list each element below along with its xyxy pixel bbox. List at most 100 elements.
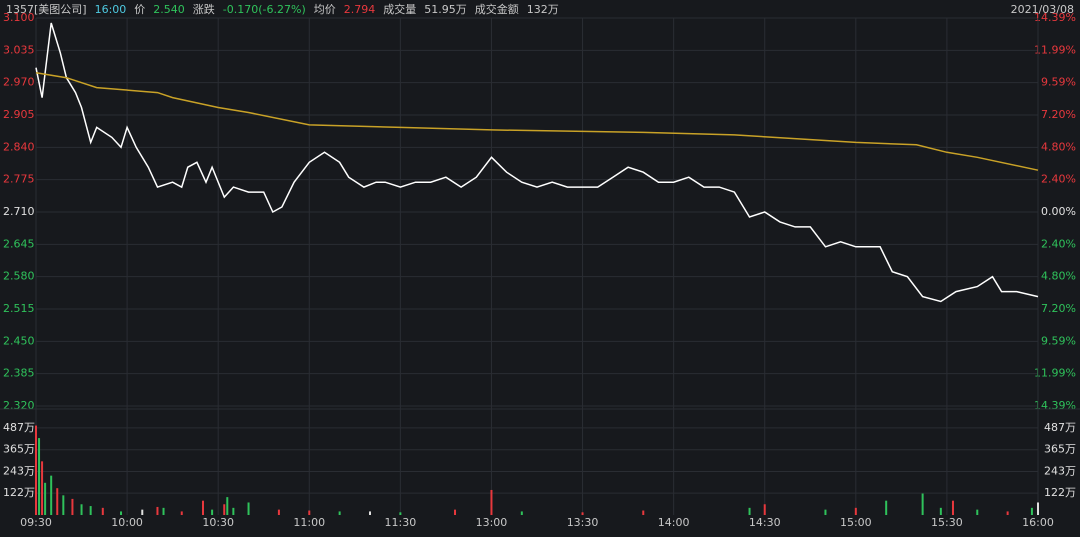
volume-bar <box>854 507 857 515</box>
x-tick-label: 10:00 <box>111 516 143 529</box>
volume-bar <box>642 510 645 515</box>
y-tick-label: 3.100 <box>3 11 35 24</box>
volume-bar <box>50 475 53 515</box>
volume-bar <box>520 511 523 515</box>
volume-bar <box>80 504 83 515</box>
y-tick-label: 2.320 <box>3 399 35 412</box>
y-tick-label: 2.580 <box>3 270 35 283</box>
x-tick-label: 14:30 <box>749 516 781 529</box>
volume-bar <box>223 504 226 515</box>
y2-tick-label: 11.99% <box>1034 43 1076 56</box>
y2-tick-label: 11.99% <box>1034 367 1076 380</box>
header-item: 2.540 <box>153 3 185 16</box>
y-tick-label: 2.710 <box>3 205 35 218</box>
volume-bar <box>44 482 47 515</box>
volume-bar <box>369 511 371 515</box>
volume-bar <box>232 507 235 515</box>
volume-bar <box>399 512 402 515</box>
y2-tick-label: 4.80% <box>1041 270 1076 283</box>
y2-tick-label: 4.80% <box>1041 140 1076 153</box>
volume-bar <box>62 495 65 515</box>
header-item: 成交金额 <box>475 2 519 16</box>
x-tick-label: 15:00 <box>840 516 872 529</box>
y-tick-label: 2.645 <box>3 237 35 250</box>
volume-bar <box>763 504 766 515</box>
header-item: 均价 <box>314 3 336 16</box>
y2-tick-label: 9.59% <box>1041 334 1076 347</box>
y-tick-label: 2.970 <box>3 76 35 89</box>
volume-bar <box>180 511 183 515</box>
y2-tick-label: 487万 <box>1044 421 1076 434</box>
x-tick-label: 13:00 <box>476 516 508 529</box>
x-tick-label: 09:30 <box>20 516 52 529</box>
volume-bar <box>71 498 74 515</box>
x-tick-label: 14:00 <box>658 516 690 529</box>
volume-bar <box>89 506 92 515</box>
x-tick-label: 16:00 <box>1022 516 1054 529</box>
header-item: 价 <box>134 3 145 16</box>
x-tick-label: 11:00 <box>293 516 325 529</box>
volume-bar <box>824 509 827 515</box>
line-series <box>35 22 1039 303</box>
y-tick-label: 122万 <box>3 486 35 499</box>
volume-bar <box>202 500 204 515</box>
y-tick-label: 2.775 <box>3 173 35 186</box>
y2-tick-label: 243万 <box>1044 465 1076 478</box>
y-tick-label: 243万 <box>3 465 35 478</box>
volume-bar <box>939 507 942 515</box>
y2-tick-label: 9.59% <box>1041 76 1076 89</box>
volume-bar <box>141 509 144 515</box>
volume-bar <box>162 507 165 515</box>
volume-bar <box>120 511 123 515</box>
volume-bar <box>56 488 59 515</box>
x-tick-label: 10:30 <box>202 516 234 529</box>
volume-bar <box>101 507 104 515</box>
y2-tick-label: 0.00% <box>1041 205 1076 218</box>
y2-tick-label: 7.20% <box>1041 108 1076 121</box>
y2-tick-label: 14.39% <box>1034 11 1076 24</box>
y2-tick-label: 365万 <box>1044 443 1076 456</box>
line-series <box>35 71 1039 171</box>
volume-bar <box>35 425 37 515</box>
x-tick-label: 15:30 <box>931 516 963 529</box>
header-item: 涨跌 <box>193 2 215 16</box>
volume-bar <box>454 509 457 515</box>
volume-bar <box>951 500 954 515</box>
volume-bar <box>156 506 159 515</box>
volume-bar <box>247 502 250 515</box>
volume-bar <box>277 509 280 515</box>
header-item: 51.95万 <box>424 3 467 16</box>
y2-tick-label: 7.20% <box>1041 302 1076 315</box>
volume-bar <box>1037 502 1039 515</box>
volume-bar <box>226 497 229 515</box>
x-tick-label: 11:30 <box>385 516 417 529</box>
date: 2021/03/08 <box>1011 3 1074 16</box>
volume-bar <box>1006 511 1009 515</box>
y-tick-label: 365万 <box>3 443 35 456</box>
header-item: 1357[美图公司] <box>6 3 87 16</box>
volume-bar <box>885 500 888 515</box>
volume-bar <box>581 512 584 515</box>
y2-tick-label: 122万 <box>1044 486 1076 499</box>
y-tick-label: 2.905 <box>3 108 35 121</box>
header-item: 成交量 <box>383 2 416 16</box>
volume-bar <box>748 507 751 515</box>
header-item: 2.794 <box>344 3 376 16</box>
y2-tick-label: 2.40% <box>1041 237 1076 250</box>
volume-bar <box>308 510 311 515</box>
volume-bar <box>976 509 979 515</box>
volume-bar <box>1030 507 1033 515</box>
y-tick-label: 2.385 <box>3 367 35 380</box>
volume-bar <box>338 511 341 515</box>
volume-bar <box>38 438 41 515</box>
y2-tick-label: 2.40% <box>1041 173 1076 186</box>
y-tick-label: 487万 <box>3 421 35 434</box>
volume-bar <box>41 461 44 515</box>
volume-bar <box>921 493 924 515</box>
volume-bar <box>211 509 214 515</box>
y2-tick-label: 14.39% <box>1034 399 1076 412</box>
y-tick-label: 2.515 <box>3 302 35 315</box>
header-item: 132万 <box>527 3 559 16</box>
